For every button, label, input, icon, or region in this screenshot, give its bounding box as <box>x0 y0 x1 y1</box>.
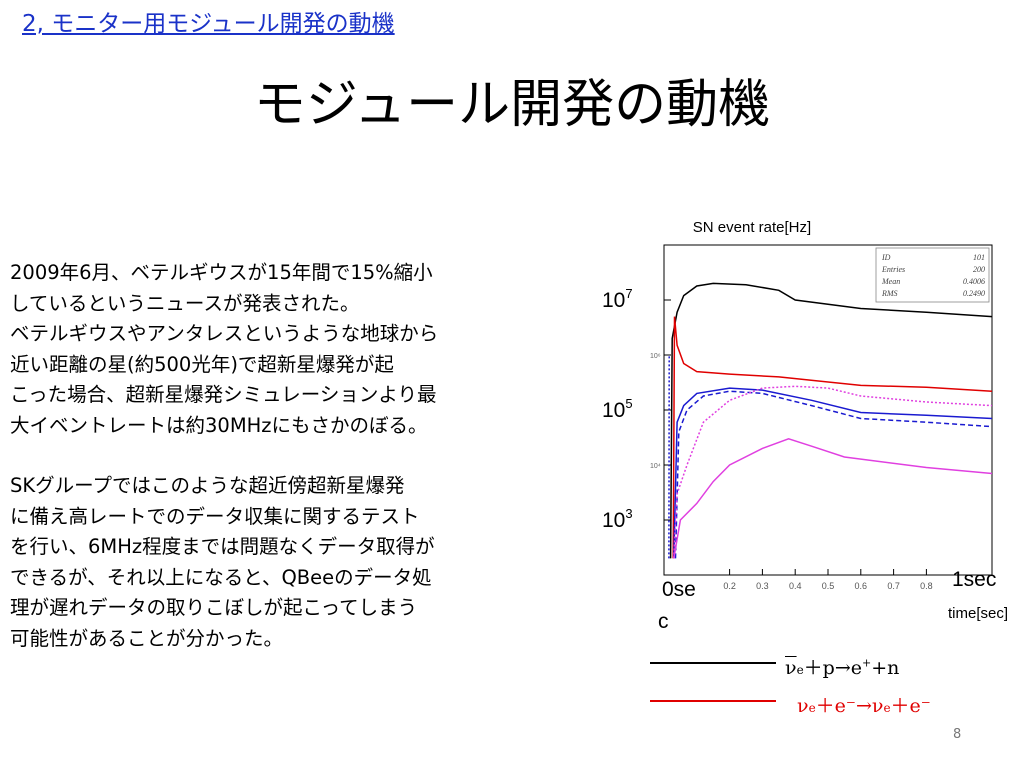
paragraph-gap <box>10 441 580 471</box>
body-text: 2009年6月、ベテルギウスが15年間で15%縮小 しているというニュースが発表… <box>10 258 580 654</box>
y-tick-exponent: 5 <box>625 396 632 411</box>
series-line-2 <box>673 387 993 559</box>
y-axis-labels: 107 105 103 10⁶ 10⁴ <box>602 286 661 532</box>
axis-ticks <box>664 299 927 575</box>
inner-y-tick-label: 10⁶ <box>650 353 661 360</box>
stats-value: 0.4006 <box>963 277 985 286</box>
paragraph-line: 可能性があることが分かった。 <box>10 626 284 650</box>
y-tick-exponent: 7 <box>625 286 632 301</box>
sn-event-rate-chart: SN event rate[Hz] ID 101 Entries 200 Mea… <box>602 219 1008 633</box>
paragraph-line: 2009年6月、ベテルギウスが15年間で15%縮小 <box>10 261 433 284</box>
stats-key: ID <box>881 253 891 262</box>
legend-lines <box>650 662 776 702</box>
x-start-label: 0se <box>662 578 696 601</box>
series-line-3 <box>674 390 993 559</box>
series-layer <box>668 282 993 559</box>
x-tick-label: 0.3 <box>756 581 769 591</box>
reaction-text: ＋p→e <box>803 657 862 679</box>
stats-value: 0.2490 <box>963 289 985 298</box>
x-tick-label: 0.7 <box>887 581 900 591</box>
stats-value: 200 <box>973 265 985 274</box>
x-end-label: 1sec <box>952 568 996 591</box>
paragraph-line: 近い距離の星(約500光年)で超新星爆発が起 <box>10 352 394 376</box>
page-number: 8 <box>953 727 962 742</box>
legend-entry-ibd: νe＋p→e++n <box>785 653 899 680</box>
inner-y-tick-label: 10⁴ <box>650 463 661 470</box>
y-tick-exponent: 3 <box>625 506 632 521</box>
paragraph-line: 理が遅れデータの取りこぼしが起こってしまう <box>10 596 418 619</box>
slide-title: モジュール開発の動機 <box>253 75 771 135</box>
paragraph-line: ベテルギウスやアンタレスというような地球から <box>10 322 439 345</box>
paragraph-line: を行い、6MHz程度までは問題なくデータ取得が <box>10 535 435 558</box>
series-line-1 <box>672 316 993 559</box>
y-tick-label: 105 <box>602 396 633 422</box>
chart-title: SN event rate[Hz] <box>693 219 811 236</box>
stats-key: RMS <box>881 289 898 298</box>
stats-box: ID 101 Entries 200 Mean 0.4006 RMS 0.249… <box>875 247 990 303</box>
y-tick-label: 107 <box>602 286 633 312</box>
reaction-text: ＋e⁻→ <box>815 695 872 717</box>
y-tick-label: 103 <box>602 506 633 532</box>
stats-key: Mean <box>881 277 900 286</box>
series-line-0 <box>669 282 993 559</box>
subscript: e <box>883 701 891 715</box>
paragraph-line: 大イベントレートは約30MHzにもさかのぼる。 <box>10 413 428 437</box>
antineutrino-symbol: ν <box>785 657 797 679</box>
superscript: + <box>862 656 872 670</box>
x-tick-label: 0.6 <box>855 581 868 591</box>
reaction-text: ＋e⁻ <box>890 695 931 717</box>
stats-key: Entries <box>881 265 905 274</box>
subscript: e <box>808 701 816 715</box>
legend-entry-es: νe＋e⁻→νe＋e⁻ <box>797 691 931 718</box>
x-axis-title: time[sec] <box>948 605 1008 622</box>
paragraph-line: こった場合、超新星爆発シミュレーションより最 <box>10 383 437 406</box>
x-tick-label: 0.2 <box>723 581 736 591</box>
stats-box-frame <box>875 247 990 303</box>
x-tick-label: 0.4 <box>789 581 802 591</box>
x-start-label: c <box>658 610 669 633</box>
x-axis-labels: 0.2 0.3 0.4 0.5 0.6 0.7 0.8 <box>723 581 932 591</box>
subscript: e <box>796 663 804 677</box>
neutrino-symbol: ν <box>797 695 809 717</box>
paragraph-line: できるが、それ以上になると、QBeeのデータ処 <box>10 565 432 589</box>
paragraph-line: に備え高レートでのデータ収集に関するテスト <box>10 504 420 528</box>
x-tick-label: 0.8 <box>920 581 933 591</box>
paragraph-line: SKグループではこのような超近傍超新星爆発 <box>10 474 405 497</box>
series-line-4 <box>673 385 993 559</box>
section-link[interactable]: 2, モニター用モジュール開発の動機 <box>22 11 395 37</box>
paragraph-line: しているというニュースが発表された。 <box>10 291 360 315</box>
neutrino-symbol: ν <box>871 695 884 717</box>
x-tick-label: 0.5 <box>822 581 835 591</box>
reaction-text: +n <box>871 657 900 679</box>
stats-value: 101 <box>973 253 985 262</box>
series-line-5 <box>673 438 993 559</box>
